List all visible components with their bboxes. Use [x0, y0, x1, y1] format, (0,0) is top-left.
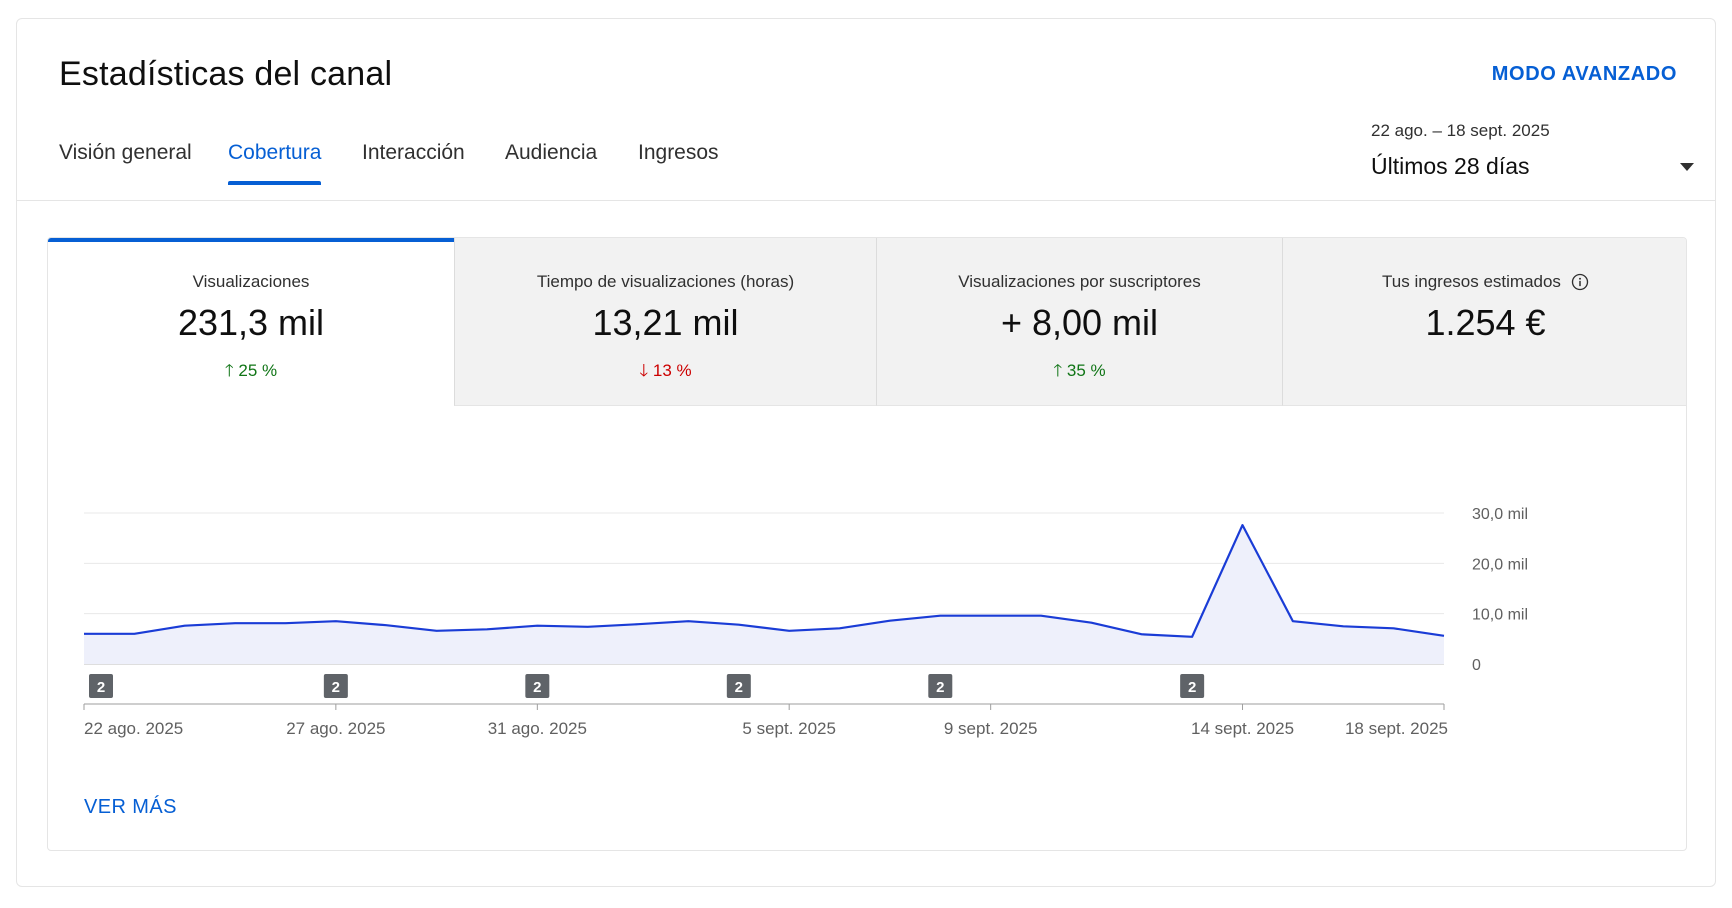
tab-reach[interactable]: Cobertura [228, 141, 322, 185]
metrics-panel: Visualizaciones 231,3 mil 🡑 25 % Tiempo … [47, 237, 1687, 851]
arrow-up-icon: 🡑 [1053, 361, 1063, 380]
see-more-link[interactable]: VER MÁS [84, 796, 177, 818]
series-area [84, 525, 1444, 664]
metric-delta: 🡓 13 % [455, 358, 876, 387]
annotation-marker [525, 674, 550, 698]
metric-value: 231,3 mil [177, 302, 325, 343]
annotation-marker [89, 674, 113, 698]
tab-audience[interactable]: Audiencia [505, 141, 598, 164]
y-tick-label: 0 [1472, 657, 1481, 674]
x-tick-label: 31 ago. 2025 [488, 719, 587, 738]
x-tick-label: 14 sept. 2025 [1191, 719, 1294, 738]
x-tick-label: 27 ago. 2025 [286, 719, 385, 738]
x-tick-label: 9 sept. 2025 [944, 719, 1038, 738]
advanced-mode-link[interactable]: MODO AVANZADO [1491, 63, 1677, 85]
annotation-label: 2 [97, 679, 105, 696]
arrow-up-icon: 🡑 [224, 361, 234, 380]
annotation-label: 2 [735, 679, 743, 696]
metric-value: + 8,00 mil [1000, 302, 1159, 343]
metric-delta: 🡑 35 % [877, 358, 1282, 387]
date-range-selector[interactable]: 22 ago. – 18 sept. 2025 Últimos 28 días [1371, 121, 1696, 180]
metric-value: 1.254 € [1425, 302, 1546, 343]
metric-tabs: Visualizaciones 231,3 mil 🡑 25 % Tiempo … [48, 238, 1686, 406]
tab-overview[interactable]: Visión general [59, 141, 192, 164]
y-tick-label: 10,0 mil [1472, 607, 1528, 624]
x-tick-label: 5 sept. 2025 [742, 719, 836, 738]
tab-revenue[interactable]: Ingresos [638, 141, 719, 164]
metric-watch-time[interactable]: Tiempo de visualizaciones (horas) 13,21 … [454, 238, 876, 406]
date-range-label: Últimos 28 días [1371, 153, 1530, 179]
tab-engagement[interactable]: Interacción [362, 141, 465, 164]
channel-analytics-card: Estadísticas del canal MODO AVANZADO Vis… [16, 18, 1716, 887]
y-tick-label: 20,0 mil [1472, 556, 1528, 573]
views-line-chart: 0 10,0 mil 20,0 mil 30,0 mil 2 2 2 2 2 2 22 ago. 2… [83, 506, 1528, 738]
series-line [84, 523, 1445, 638]
annotation-label: 2 [533, 679, 541, 696]
annotation-marker [1180, 674, 1205, 698]
x-tick-label: 22 ago. 2025 [84, 719, 183, 738]
x-tick-label: 18 sept. 2025 [1345, 719, 1448, 738]
annotation-label: 2 [332, 679, 340, 696]
annotation-marker [928, 674, 953, 698]
metric-label: Tiempo de visualizaciones (horas) [536, 272, 795, 291]
date-range-dates: 22 ago. – 18 sept. 2025 [1371, 121, 1550, 140]
annotation-label: 2 [936, 679, 944, 696]
metric-views[interactable]: Visualizaciones 231,3 mil 🡑 25 % [48, 238, 454, 406]
metric-delta-value: 35 % [1066, 361, 1106, 380]
annotation-marker [323, 674, 348, 698]
page-title: Estadísticas del canal [59, 55, 393, 93]
metric-value: 13,21 mil [592, 302, 739, 343]
chevron-down-icon [1680, 163, 1694, 171]
arrow-down-icon: 🡓 [639, 361, 649, 380]
metric-label: Tus ingresos estimados [1382, 272, 1561, 291]
metric-label: Visualizaciones por suscriptores [958, 272, 1201, 291]
metric-label: Visualizaciones [192, 272, 310, 291]
annotation-label: 2 [1188, 679, 1196, 696]
metric-subscriber-views[interactable]: Visualizaciones por suscriptores + 8,00 … [876, 238, 1282, 406]
annotation-marker [726, 674, 751, 698]
info-icon[interactable] [1571, 273, 1589, 291]
metric-estimated-revenue[interactable]: Tus ingresos estimados 1.254 € [1282, 238, 1686, 406]
y-tick-label: 30,0 mil [1472, 506, 1528, 523]
metric-delta-value: 13 % [652, 361, 692, 380]
metric-delta: 🡑 25 % [48, 358, 454, 387]
header-divider [17, 200, 1715, 201]
metric-delta-value: 25 % [238, 361, 278, 380]
